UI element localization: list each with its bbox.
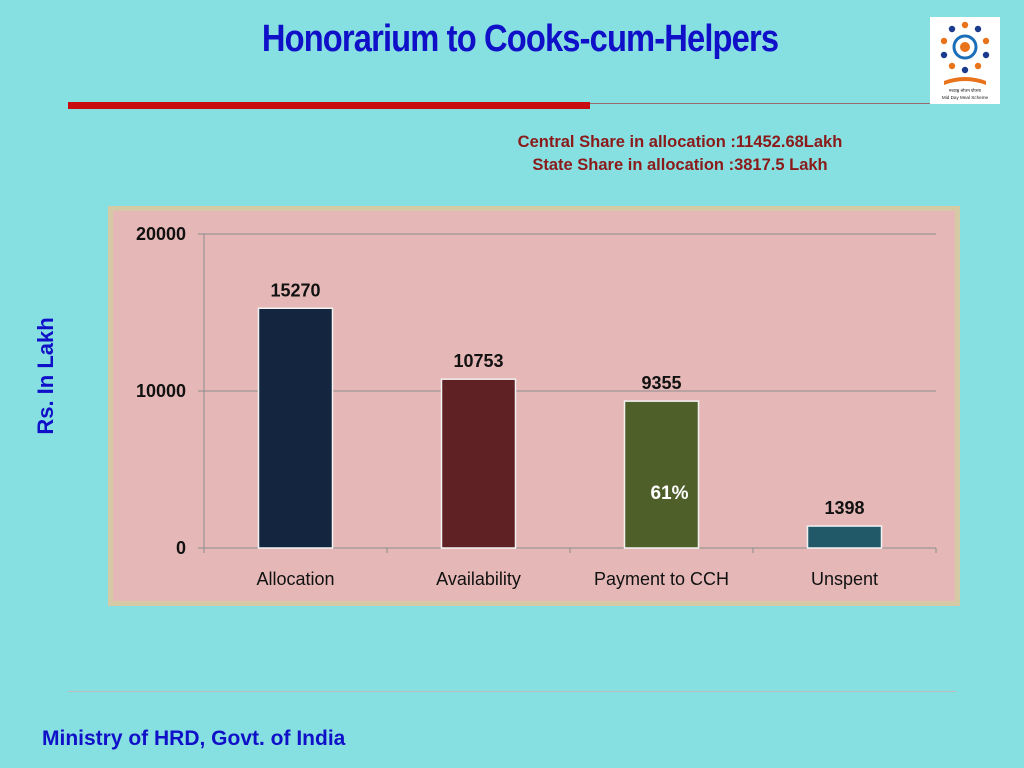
x-tick-label: Payment to CCH xyxy=(594,569,729,589)
y-tick-label: 0 xyxy=(176,538,186,558)
logo-figures xyxy=(940,21,990,74)
svg-text:मध्याह्न भोजन योजना: मध्याह्न भोजन योजना xyxy=(949,88,982,93)
bar-availability xyxy=(440,378,517,549)
mid-day-meal-logo-icon: मध्याह्न भोजन योजना Mid Day Meal Scheme xyxy=(930,17,1000,104)
data-label: 10753 xyxy=(453,351,503,371)
slide-title: Honorarium to Cooks-cum-Helpers xyxy=(261,18,779,60)
chart-frame: 0 10000 20000 15270 Allocation 10753 Availabil… xyxy=(108,206,960,606)
footer-divider xyxy=(68,691,956,692)
bar-chart: 0 10000 20000 15270 Allocation 10753 Availabil… xyxy=(136,224,937,589)
x-tick-label: Unspent xyxy=(811,569,878,589)
title-underline-red xyxy=(68,102,590,109)
y-tick-label: 10000 xyxy=(136,381,186,401)
y-axis-label: Rs. In Lakh xyxy=(33,317,58,435)
bar-allocation xyxy=(257,307,334,549)
x-tick-label: Availability xyxy=(436,569,521,589)
data-label: 1398 xyxy=(824,498,864,518)
footer-text: Ministry of HRD, Govt. of India xyxy=(42,727,346,750)
data-label: 15270 xyxy=(270,280,320,300)
y-tick-label: 20000 xyxy=(136,224,186,244)
data-label: 9355 xyxy=(641,373,681,393)
percent-annotation: 61% xyxy=(650,483,688,504)
chart-plot-area: 0 10000 20000 15270 Allocation 10753 Availabil… xyxy=(113,211,955,601)
central-share-text: Central Share in allocation :11452.68Lak… xyxy=(517,133,843,151)
bar-unspent xyxy=(806,525,883,549)
state-share-text: State Share in allocation :3817.5 Lakh xyxy=(532,156,828,174)
title-underline-thin xyxy=(590,103,930,104)
bar-payment-to-cch xyxy=(623,400,700,549)
logo-caption: Mid Day Meal Scheme xyxy=(942,95,989,100)
x-tick-label: Allocation xyxy=(256,569,334,589)
